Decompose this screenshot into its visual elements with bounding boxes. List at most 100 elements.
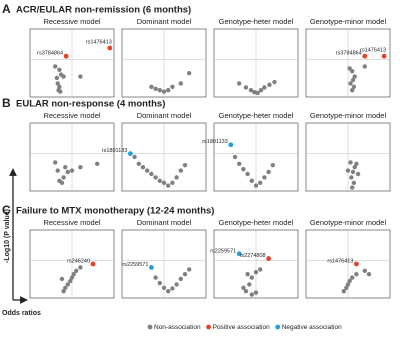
point (157, 88, 162, 93)
point-label: rs2259571 (210, 248, 236, 254)
point (232, 154, 238, 160)
point (355, 171, 361, 177)
point (255, 90, 260, 96)
point (140, 165, 146, 170)
point (253, 269, 259, 275)
point (65, 282, 71, 287)
legend-marker (275, 324, 281, 330)
point (55, 168, 60, 173)
panel-title: Dominant model (137, 111, 192, 120)
panel-title: Genotype-heter model (219, 17, 294, 26)
point (61, 175, 66, 180)
panel-title: Recessive model (43, 218, 100, 227)
point (253, 183, 259, 188)
point (348, 81, 353, 86)
point (78, 265, 83, 270)
point (248, 88, 254, 93)
section-letter: A (2, 2, 11, 16)
point (258, 267, 263, 272)
point (59, 180, 65, 186)
section-title: EULAR non-response (4 months) (16, 99, 165, 110)
point-label: rs1801133 (202, 139, 228, 145)
point (174, 282, 179, 287)
point-label: rs1476413 (360, 48, 386, 54)
point (350, 275, 355, 280)
point (78, 74, 83, 79)
point (57, 84, 62, 90)
point (170, 84, 175, 90)
highlight-point (149, 265, 154, 270)
point (362, 64, 367, 69)
x-axis-label: Odds ratios (2, 310, 41, 317)
point (53, 64, 58, 69)
point (153, 275, 158, 280)
point (58, 89, 63, 94)
point (267, 82, 272, 87)
point (249, 275, 254, 280)
point (350, 77, 356, 83)
highlight-point (362, 53, 368, 59)
panel-title: Genotype-heter model (219, 218, 294, 227)
point (170, 180, 175, 186)
point (350, 88, 355, 93)
point (243, 289, 249, 294)
point (149, 171, 154, 177)
point (61, 289, 66, 294)
panel-title: Dominant model (137, 218, 192, 227)
point (349, 175, 354, 180)
point (166, 88, 171, 93)
legend-label: Non-association (154, 324, 201, 331)
point (351, 180, 357, 186)
point (258, 180, 263, 186)
highlight-point (127, 151, 133, 157)
section-title: ACR/EULAR non-remission (6 months) (16, 5, 191, 16)
point (272, 79, 277, 85)
point (262, 85, 267, 90)
point (270, 162, 275, 168)
point (348, 160, 353, 165)
point (170, 286, 175, 291)
point (161, 89, 167, 94)
point (241, 167, 246, 172)
point (54, 75, 60, 81)
point (161, 180, 167, 186)
point (362, 268, 367, 273)
legend-marker (206, 324, 212, 330)
point (247, 282, 252, 287)
point (153, 175, 158, 180)
highlight-point (63, 53, 69, 59)
point (53, 160, 58, 165)
section-title: Failure to MTX monotherapy (12-24 months… (16, 206, 214, 217)
point (245, 272, 250, 277)
point (153, 86, 158, 92)
point (55, 81, 60, 86)
point (69, 168, 75, 173)
point (161, 285, 167, 290)
point (63, 165, 68, 170)
point (61, 74, 66, 79)
point (166, 183, 171, 188)
highlight-point (236, 251, 242, 257)
point (354, 272, 359, 277)
panel-title: Genotype-minor model (310, 218, 387, 227)
point (74, 268, 79, 273)
point (59, 276, 65, 282)
point (187, 71, 192, 76)
point (187, 267, 192, 272)
point (182, 272, 188, 277)
point (166, 289, 171, 294)
point (354, 161, 359, 166)
point-label: rs1476413 (86, 39, 112, 45)
point (262, 175, 267, 180)
point (252, 90, 257, 95)
point (78, 165, 83, 170)
point (350, 185, 355, 190)
point (249, 178, 254, 183)
highlight-point (90, 261, 96, 267)
point (63, 285, 68, 290)
highlight-point (381, 53, 387, 59)
point (258, 88, 264, 93)
point (95, 161, 100, 166)
highlight-point (107, 45, 113, 51)
